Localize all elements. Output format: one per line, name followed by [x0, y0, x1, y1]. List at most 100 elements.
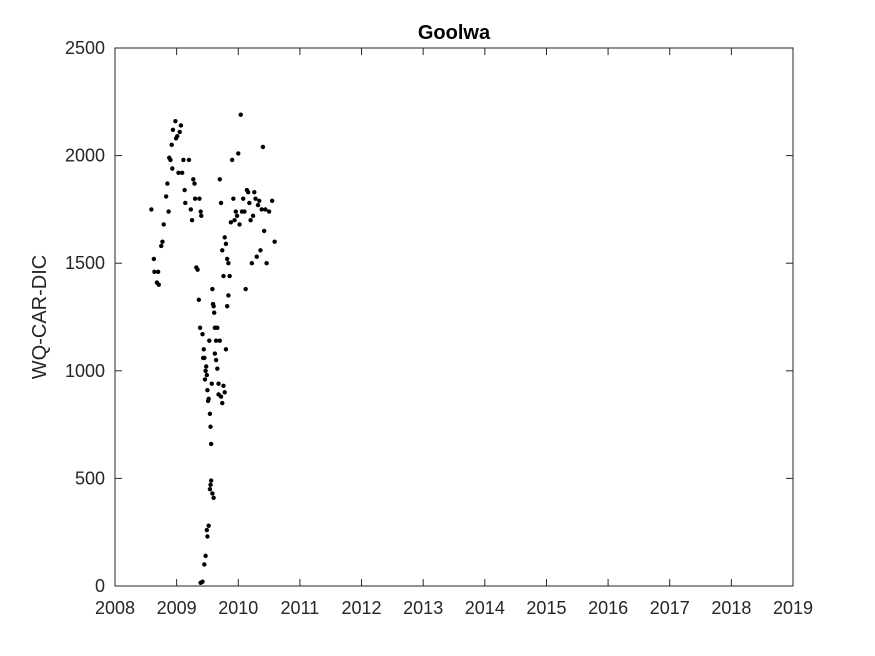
data-point [217, 177, 222, 182]
data-point [192, 181, 197, 186]
data-point [216, 381, 221, 386]
data-point [202, 562, 207, 567]
data-point [222, 390, 227, 395]
data-point [245, 189, 251, 195]
x-tick-label: 2015 [526, 598, 566, 618]
data-point [252, 189, 257, 195]
data-point [218, 394, 224, 399]
data-point [182, 187, 187, 193]
data-point [189, 217, 195, 223]
data-point [151, 256, 157, 262]
data-point [183, 200, 188, 206]
data-point [208, 478, 214, 483]
data-point [170, 127, 176, 132]
data-point [217, 338, 222, 343]
data-point [197, 325, 203, 330]
chart-title: Goolwa [418, 22, 491, 44]
data-point [169, 142, 174, 148]
data-point [175, 134, 180, 139]
y-tick-label: 1500 [65, 253, 105, 273]
data-point [188, 207, 194, 212]
data-point [209, 381, 214, 386]
data-point [181, 157, 186, 163]
data-point [212, 351, 218, 356]
data-point [205, 387, 210, 393]
x-tick-label: 2013 [403, 598, 443, 618]
x-tick-label: 2019 [773, 598, 813, 618]
data-point [206, 523, 211, 528]
data-point [258, 248, 263, 253]
data-point [227, 273, 232, 279]
data-point [166, 209, 171, 214]
data-point [243, 286, 248, 292]
data-point [177, 129, 182, 135]
data-point [212, 310, 217, 315]
plot-area [115, 48, 793, 586]
data-point [231, 196, 236, 201]
data-point [242, 209, 247, 214]
data-point [221, 383, 226, 389]
data-point [159, 243, 164, 249]
data-point [197, 196, 202, 201]
data-point [170, 166, 175, 171]
data-point [259, 207, 264, 212]
data-point [205, 534, 210, 539]
data-point [238, 112, 243, 117]
y-axis-label: WQ-CAR-DIC [29, 255, 51, 379]
x-tick-label: 2011 [281, 598, 320, 618]
data-point [210, 491, 215, 496]
data-point [269, 198, 275, 203]
data-point [215, 325, 220, 330]
data-point [224, 304, 230, 309]
data-point [152, 269, 157, 275]
data-point [173, 118, 178, 124]
data-point [202, 377, 208, 382]
data-point [253, 196, 258, 201]
data-point [260, 144, 266, 150]
data-point [202, 355, 207, 361]
data-point [254, 254, 259, 259]
data-point [226, 293, 231, 298]
data-point [223, 241, 229, 247]
data-point [234, 213, 240, 219]
data-point [257, 198, 262, 203]
data-point [249, 261, 255, 266]
data-point [195, 267, 200, 272]
data-point [263, 207, 268, 212]
y-tick-label: 2500 [65, 38, 105, 58]
data-point [208, 424, 213, 429]
y-tick-label: 0 [95, 576, 105, 596]
x-tick-label: 2017 [650, 598, 690, 618]
data-point [241, 196, 246, 201]
data-point [247, 200, 252, 206]
x-tick-label: 2012 [342, 598, 382, 618]
data-point [201, 347, 206, 352]
data-point [186, 157, 192, 163]
y-tick-label: 500 [75, 468, 105, 488]
data-point [223, 347, 229, 352]
data-points [149, 112, 277, 585]
data-point [208, 441, 214, 447]
data-point [156, 282, 161, 287]
plot-frame [114, 47, 794, 587]
data-point [199, 213, 204, 219]
data-point [228, 220, 234, 225]
data-point [161, 222, 166, 227]
data-point [250, 213, 256, 219]
data-point [211, 495, 216, 500]
data-point [210, 286, 215, 292]
data-point [221, 273, 226, 279]
data-point [204, 364, 209, 369]
data-point [165, 181, 170, 186]
data-point [229, 157, 235, 163]
x-tick-label: 2010 [218, 598, 258, 618]
y-tick-label: 1000 [65, 361, 105, 381]
x-tick-label: 2009 [157, 598, 197, 618]
data-point [236, 151, 241, 156]
data-point [248, 217, 253, 223]
data-point [160, 239, 165, 244]
data-point [207, 486, 213, 492]
data-point [218, 200, 224, 206]
x-tick-label: 2008 [95, 598, 135, 618]
data-point [272, 239, 277, 244]
